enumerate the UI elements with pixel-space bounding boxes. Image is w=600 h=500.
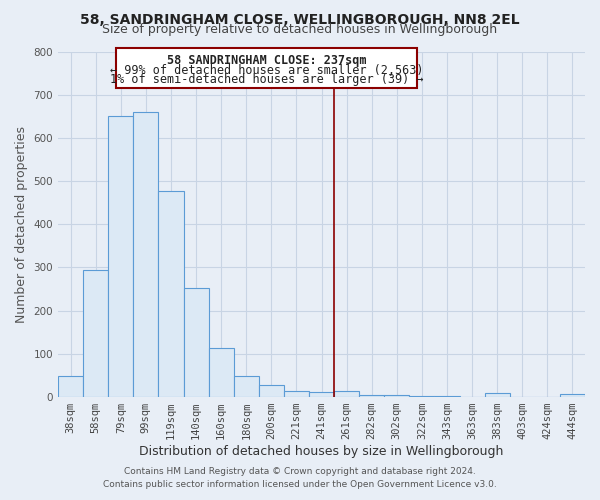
Bar	[209, 348, 233, 397]
Bar	[184, 288, 209, 397]
Bar	[133, 112, 158, 397]
Bar	[83, 270, 108, 396]
Bar	[359, 395, 384, 396]
Bar	[58, 376, 83, 396]
Y-axis label: Number of detached properties: Number of detached properties	[15, 126, 28, 323]
Text: 58 SANDRINGHAM CLOSE: 237sqm: 58 SANDRINGHAM CLOSE: 237sqm	[167, 54, 366, 68]
X-axis label: Distribution of detached houses by size in Wellingborough: Distribution of detached houses by size …	[139, 444, 504, 458]
Text: 1% of semi-detached houses are larger (39) →: 1% of semi-detached houses are larger (3…	[110, 73, 423, 86]
Text: ← 99% of detached houses are smaller (2,563): ← 99% of detached houses are smaller (2,…	[110, 64, 423, 77]
Bar	[485, 392, 510, 396]
Bar	[334, 390, 359, 396]
FancyBboxPatch shape	[116, 48, 417, 88]
Bar	[233, 376, 259, 396]
Bar	[560, 394, 585, 396]
Text: Size of property relative to detached houses in Wellingborough: Size of property relative to detached ho…	[103, 22, 497, 36]
Bar	[284, 390, 309, 396]
Bar	[309, 392, 334, 396]
Bar	[158, 191, 184, 396]
Text: 58, SANDRINGHAM CLOSE, WELLINGBOROUGH, NN8 2EL: 58, SANDRINGHAM CLOSE, WELLINGBOROUGH, N…	[80, 12, 520, 26]
Text: Contains HM Land Registry data © Crown copyright and database right 2024.
Contai: Contains HM Land Registry data © Crown c…	[103, 468, 497, 489]
Bar	[108, 116, 133, 396]
Bar	[259, 384, 284, 396]
